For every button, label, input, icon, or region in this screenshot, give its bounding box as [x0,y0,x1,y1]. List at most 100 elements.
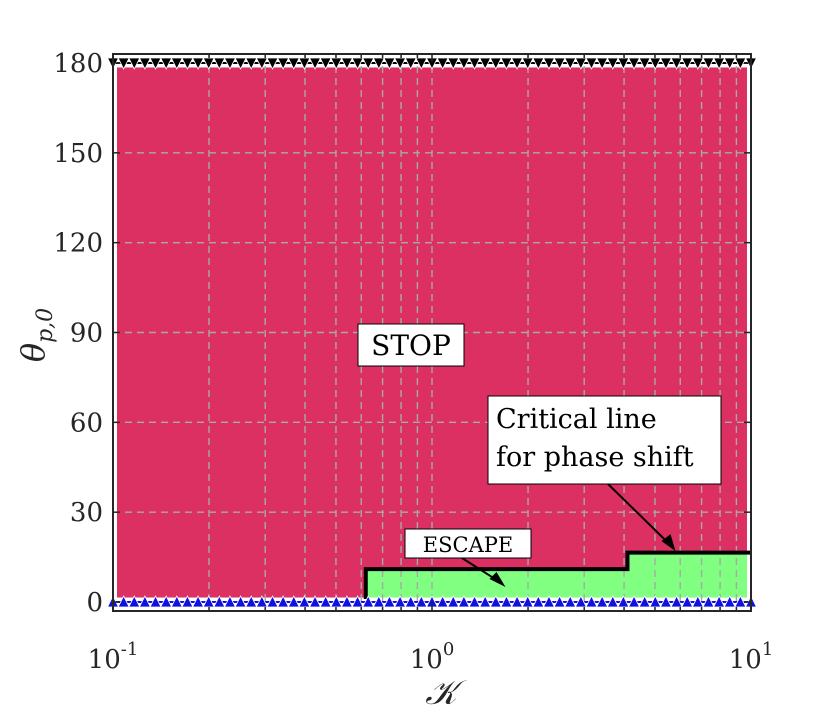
bottom-marker-point [553,595,566,608]
top-marker-point [287,57,300,70]
top-marker-point [691,57,704,70]
top-marker-point [393,57,407,70]
top-marker-point [436,57,449,70]
bottom-marker-point [234,595,247,608]
top-marker-point [213,57,226,70]
svg-text:θp,0: θp,0 [14,308,58,362]
bottom-marker-point [510,595,524,608]
top-marker-point [149,57,162,70]
top-marker-point [223,57,237,70]
bottom-marker-point [627,595,641,608]
axes-frame [112,53,752,612]
escape-arrow-head [489,572,506,588]
bottom-marker-point [659,595,673,608]
y-axis-label-symbol: θ [14,343,52,362]
top-marker-point [542,57,556,70]
top-marker-point [319,57,332,70]
y-tick-label: 0 [86,588,103,618]
bottom-marker-point [564,595,577,608]
top-marker-point [681,57,694,70]
top-marker-point [585,57,598,70]
escape-label-box [404,528,532,559]
y-tick-label: 180 [53,49,103,79]
bottom-marker-point [574,595,588,608]
bottom-marker-point [160,595,173,608]
bottom-marker-point [191,595,205,608]
bottom-marker-point [223,595,237,608]
top-marker-point [532,57,545,70]
top-marker-point [500,57,513,70]
bottom-marker-point [723,595,736,608]
top-marker-point [606,57,619,70]
top-marker-point [372,57,385,70]
bottom-marker-point [287,595,300,608]
top-marker-point [170,57,183,70]
top-marker-point [734,57,747,70]
top-marker-point [627,57,641,70]
bottom-marker-point [404,595,417,608]
y-tick-label: 30 [70,498,103,528]
bottom-marker-point [319,595,332,608]
bottom-marker-point [383,595,396,608]
top-marker-point [276,57,290,70]
top-marker-point [128,57,141,70]
top-marker-point [351,57,364,70]
top-marker-point [245,57,258,70]
top-marker-point [638,57,651,70]
top-marker-point [574,57,588,70]
bottom-marker-point [606,595,619,608]
annotations: STOP ESCAPE Critical line for phase shift [357,323,722,588]
top-marker-point [191,57,205,70]
y-axis-label-subscript: p,0 [33,308,58,343]
critical-arrow-head [661,534,676,552]
top-marker-point [255,57,269,70]
bottom-marker-point [266,595,279,608]
bottom-marker-point [595,595,609,608]
top-marker-point [723,57,736,70]
x-tick-label: 10-1 [88,639,139,675]
bottom-marker-point [532,595,545,608]
top-marker-point [670,57,683,70]
critical-label-box [487,395,722,485]
top-marker-point [340,57,354,70]
bottom-marker-point [181,595,194,608]
top-marker-point [404,57,417,70]
bottom-marker-point [702,595,715,608]
top-marker-point [160,57,173,70]
bottom-marker-point [393,595,407,608]
critical-line-layer [363,550,751,600]
bottom-marker-point [734,595,747,608]
critical-label-line: Critical line [496,404,657,435]
top-marker-point [415,57,428,70]
top-marker-point [181,57,194,70]
bottom-marker-point [542,595,556,608]
bottom-marker-point [255,595,269,608]
top-marker-point [383,57,396,70]
top-marker-point [510,57,524,70]
top-marker-point [234,57,247,70]
bottom-marker-point [276,595,290,608]
top-marker-point [595,57,609,70]
bottom-marker-point [479,595,492,608]
bottom-marker-point [447,595,460,608]
bottom-marker-point [362,595,375,608]
critical-arrow-line [607,483,674,548]
stop-label-box [357,323,465,367]
top-marker-point [564,57,577,70]
top-marker-point [266,57,279,70]
top-marker-point [553,57,566,70]
top-marker-point [659,57,673,70]
bottom-marker-point [245,595,258,608]
bottom-marker-point [500,595,513,608]
top-marker-point [362,57,375,70]
top-marker-point [308,57,322,70]
bottom-marker-point [138,595,152,608]
y-axis-label: θp,0 [14,308,58,362]
y-tick-label: 60 [70,408,103,438]
bottom-marker-point [117,595,130,608]
bottom-marker-point [213,595,226,608]
top-marker-point [712,57,726,70]
bottom-marker-point [468,595,481,608]
top-marker-point [479,57,492,70]
bottom-marker-point [670,595,683,608]
